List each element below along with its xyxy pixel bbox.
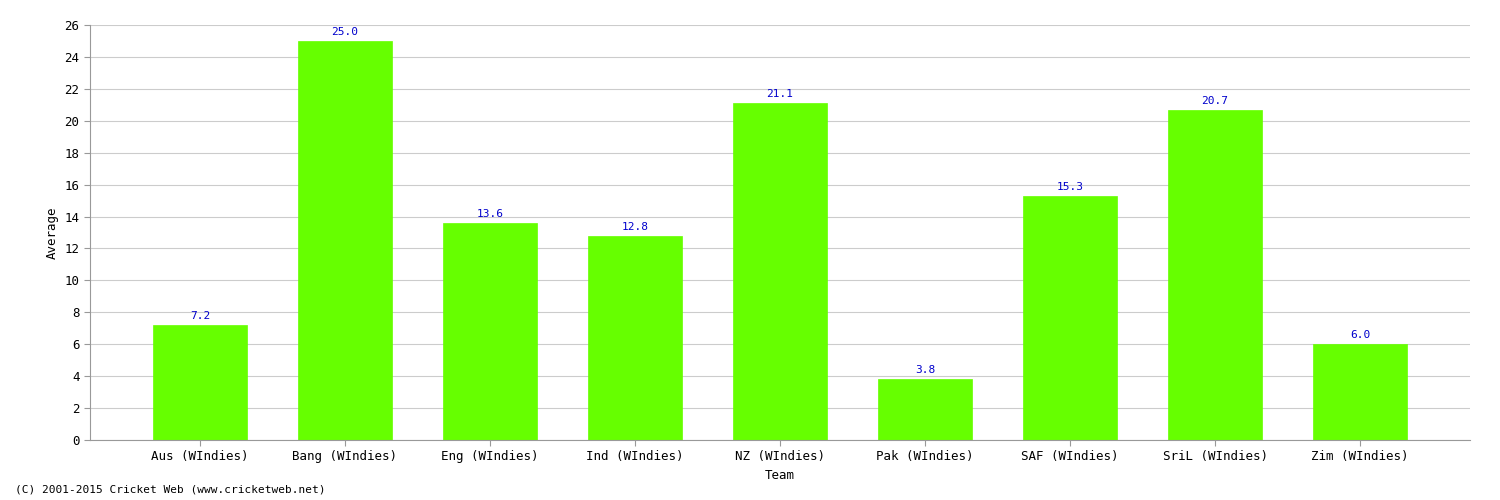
Text: 6.0: 6.0 <box>1350 330 1371 340</box>
Text: (C) 2001-2015 Cricket Web (www.cricketweb.net): (C) 2001-2015 Cricket Web (www.cricketwe… <box>15 485 326 495</box>
Text: 20.7: 20.7 <box>1202 96 1228 106</box>
Bar <box>1023 196 1118 440</box>
Bar <box>442 223 537 440</box>
Bar <box>878 380 972 440</box>
Bar <box>153 325 248 440</box>
Bar <box>734 103 827 440</box>
Text: 12.8: 12.8 <box>621 222 648 232</box>
Bar <box>588 236 682 440</box>
Bar <box>1312 344 1407 440</box>
Y-axis label: Average: Average <box>46 206 58 259</box>
Bar <box>1168 110 1262 440</box>
Text: 25.0: 25.0 <box>332 27 358 37</box>
Text: 3.8: 3.8 <box>915 366 934 376</box>
Text: 15.3: 15.3 <box>1056 182 1083 192</box>
X-axis label: Team: Team <box>765 469 795 482</box>
Text: 13.6: 13.6 <box>477 209 504 219</box>
Text: 21.1: 21.1 <box>766 89 794 99</box>
Bar <box>298 41 392 440</box>
Text: 7.2: 7.2 <box>189 311 210 321</box>
